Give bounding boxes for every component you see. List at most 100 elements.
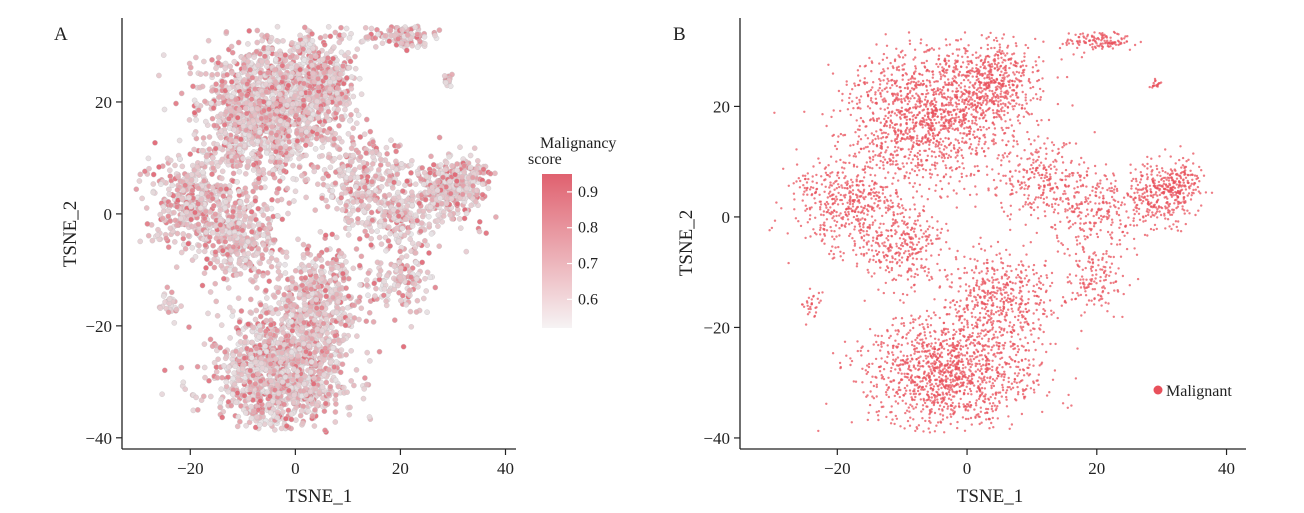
point-a bbox=[260, 272, 266, 279]
point-a bbox=[268, 321, 274, 328]
point-a bbox=[356, 236, 363, 242]
point-a bbox=[247, 386, 254, 393]
point-a bbox=[191, 109, 198, 116]
point-a bbox=[150, 189, 156, 196]
point-a bbox=[370, 139, 376, 145]
point-a bbox=[331, 44, 337, 50]
point-a bbox=[318, 361, 324, 367]
point-a bbox=[353, 107, 360, 114]
point-a bbox=[338, 49, 345, 56]
point-a bbox=[363, 150, 370, 156]
point-a bbox=[296, 164, 303, 170]
point-a bbox=[238, 371, 245, 378]
point-a bbox=[447, 212, 453, 218]
point-a bbox=[253, 307, 260, 314]
point-a bbox=[363, 318, 370, 325]
point-a bbox=[343, 94, 349, 101]
point-a bbox=[299, 335, 306, 341]
point-a bbox=[244, 81, 250, 87]
point-a bbox=[216, 201, 222, 207]
point-a bbox=[393, 148, 399, 155]
point-a bbox=[203, 71, 209, 77]
point-a bbox=[408, 189, 415, 195]
point-a bbox=[367, 358, 373, 364]
point-a bbox=[240, 123, 247, 129]
point-a bbox=[203, 153, 210, 160]
point-a bbox=[169, 182, 176, 189]
point-a bbox=[263, 114, 270, 121]
point-a bbox=[300, 358, 306, 365]
point-a bbox=[204, 256, 210, 262]
point-a bbox=[289, 312, 295, 318]
panel-a: A −20 0 20 40 −40 −20 0 20 TSNE_1 TSNE_2 Malign… bbox=[54, 18, 616, 507]
point-a bbox=[209, 195, 216, 202]
point-a bbox=[312, 207, 319, 213]
point-a bbox=[344, 304, 351, 311]
point-a bbox=[417, 228, 424, 235]
point-a bbox=[214, 258, 221, 265]
point-a bbox=[355, 215, 361, 222]
point-a bbox=[321, 408, 328, 415]
point-a bbox=[215, 100, 222, 106]
point-a bbox=[332, 130, 339, 137]
point-a bbox=[368, 209, 375, 216]
point-a bbox=[205, 37, 212, 44]
point-a bbox=[401, 232, 408, 239]
point-a bbox=[357, 281, 363, 288]
point-a bbox=[231, 58, 238, 65]
point-a bbox=[446, 153, 453, 160]
point-a bbox=[259, 365, 266, 371]
point-a bbox=[285, 82, 292, 89]
point-a bbox=[254, 250, 261, 256]
point-a bbox=[258, 360, 265, 367]
point-a bbox=[300, 102, 307, 109]
point-a bbox=[232, 363, 239, 370]
point-a bbox=[206, 234, 213, 240]
point-a bbox=[230, 170, 237, 177]
point-a bbox=[179, 163, 186, 170]
point-a bbox=[342, 189, 349, 196]
point-a bbox=[324, 203, 331, 210]
point-a bbox=[264, 32, 270, 39]
point-a bbox=[277, 159, 283, 165]
point-a bbox=[242, 105, 249, 112]
point-a bbox=[365, 270, 372, 276]
point-a bbox=[343, 101, 350, 108]
point-a bbox=[180, 379, 187, 386]
point-a bbox=[319, 327, 325, 334]
point-a bbox=[317, 228, 324, 235]
point-a bbox=[298, 408, 305, 414]
point-a bbox=[289, 101, 296, 107]
point-a bbox=[228, 137, 235, 143]
point-a bbox=[256, 349, 263, 356]
point-a bbox=[257, 327, 264, 334]
point-a bbox=[331, 136, 338, 142]
point-a bbox=[156, 164, 162, 170]
point-a bbox=[247, 67, 253, 73]
point-a bbox=[254, 90, 261, 97]
point-a bbox=[333, 291, 340, 298]
point-a bbox=[227, 63, 233, 70]
point-a bbox=[339, 361, 346, 368]
point-a bbox=[256, 129, 263, 135]
point-a bbox=[173, 222, 180, 229]
point-a bbox=[231, 267, 238, 273]
point-a bbox=[213, 65, 219, 71]
point-a bbox=[208, 100, 215, 106]
point-a bbox=[183, 221, 190, 228]
point-a bbox=[180, 187, 186, 194]
point-a bbox=[409, 197, 416, 204]
point-a bbox=[288, 318, 295, 325]
point-a bbox=[178, 249, 185, 256]
point-a bbox=[210, 242, 216, 249]
point-a bbox=[255, 175, 262, 182]
point-a bbox=[280, 74, 286, 81]
point-a bbox=[239, 237, 246, 243]
point-a bbox=[387, 243, 393, 249]
point-a bbox=[218, 128, 224, 134]
point-a bbox=[331, 155, 338, 162]
point-a bbox=[334, 205, 340, 212]
point-a bbox=[337, 199, 343, 206]
point-a bbox=[322, 345, 329, 352]
point-a bbox=[209, 343, 216, 350]
